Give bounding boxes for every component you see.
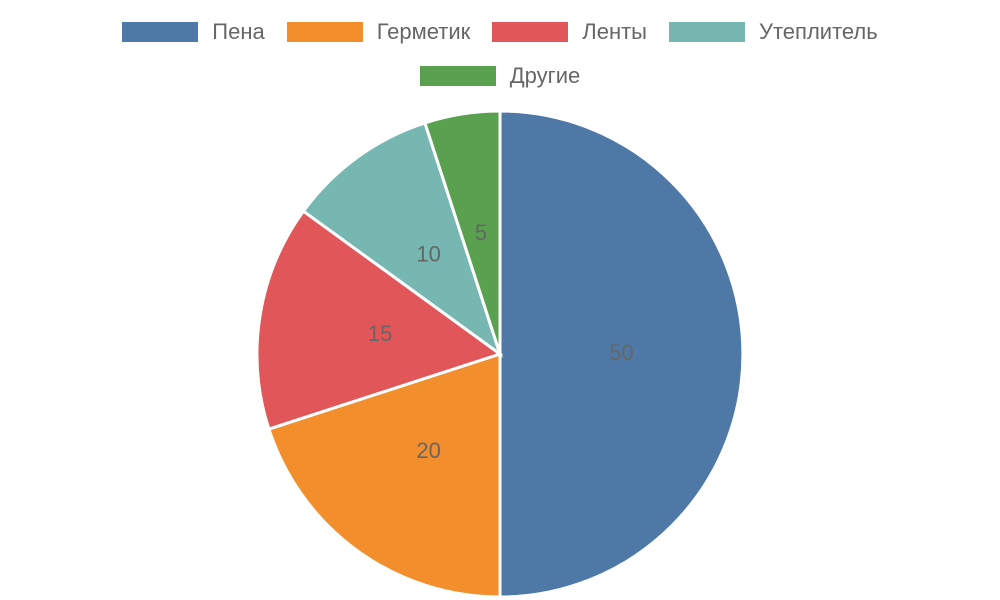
legend-label: Утеплитель <box>758 19 878 44</box>
pie-slice <box>301 121 503 358</box>
legend-label: Пена <box>212 19 265 44</box>
legend-swatch <box>492 22 569 42</box>
pie-slice <box>498 109 745 599</box>
legend-item: Герметик <box>286 12 471 52</box>
pie-slice <box>255 209 504 431</box>
legend-swatch <box>286 22 363 42</box>
pie-slice <box>423 109 502 355</box>
legend-label: Другие <box>509 63 581 88</box>
legend-label: Ленты <box>582 19 647 44</box>
legend-item: Ленты <box>492 12 647 52</box>
data-label: 5 <box>475 220 487 245</box>
legend-label: Герметик <box>376 19 471 44</box>
legend-swatch <box>668 22 745 42</box>
legend-item: Пена <box>122 12 265 52</box>
legend: Пена Герметик Ленты Утеплитель Другие <box>90 12 910 96</box>
pie-slice <box>267 351 502 599</box>
data-label: 15 <box>368 321 392 346</box>
data-label: 10 <box>416 242 440 267</box>
legend-item: Утеплитель <box>668 12 878 52</box>
legend-swatch <box>122 22 199 42</box>
legend-swatch <box>419 66 496 86</box>
data-label: 50 <box>609 340 633 365</box>
legend-item: Другие <box>419 56 581 96</box>
data-label: 20 <box>416 438 440 463</box>
